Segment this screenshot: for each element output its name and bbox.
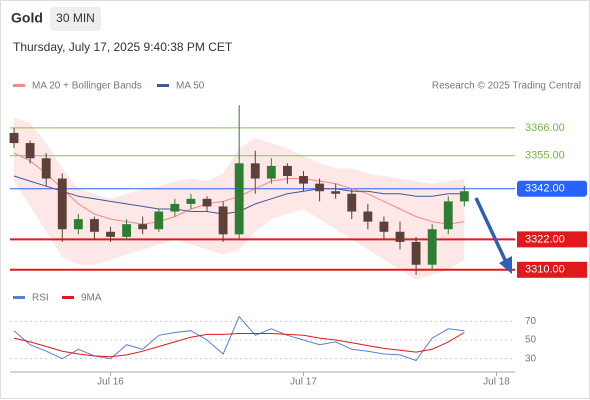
legend-label: MA 50 <box>176 81 205 92</box>
y-tick-label: 50 <box>525 335 537 346</box>
candle-body <box>427 229 437 265</box>
candle-body <box>459 191 469 202</box>
legend-label: 9MA <box>81 293 102 304</box>
candle-body <box>122 224 132 237</box>
candle-body <box>202 198 212 207</box>
level-label: 3342.00 <box>525 183 565 195</box>
legend-swatch <box>157 84 169 87</box>
candle-body <box>234 163 244 235</box>
candle-body <box>9 132 19 144</box>
source: Research © 2025 Trading Central <box>432 81 581 92</box>
candle-body <box>106 231 115 237</box>
x-tick-label: Jul 18 <box>483 377 510 388</box>
candle-body <box>57 178 67 230</box>
level-label-box <box>517 180 587 197</box>
timeframe[interactable]: 30 MIN <box>56 11 95 25</box>
legend-label: RSI <box>32 293 49 304</box>
level-label-box <box>517 261 587 278</box>
candle-body <box>379 221 389 232</box>
level-label: 3355.00 <box>525 150 565 162</box>
candle-body <box>347 193 357 212</box>
candle-body <box>331 191 341 194</box>
legend-swatch <box>13 84 25 87</box>
legend-swatch <box>62 296 74 299</box>
level-label: 3322.00 <box>525 233 565 245</box>
candle-body <box>138 224 148 230</box>
candle-body <box>266 165 276 179</box>
forecast-arrow <box>474 197 512 274</box>
candle-body <box>315 183 325 192</box>
candle-body <box>41 158 51 179</box>
x-tick-label: Jul 17 <box>290 377 317 388</box>
candle-body <box>73 219 83 230</box>
y-tick-label: 70 <box>525 316 537 327</box>
level-label: 3310.00 <box>525 264 565 276</box>
candle-body <box>90 219 99 232</box>
subtitle: Thursday, July 17, 2025 9:40:38 PM CET <box>13 40 233 54</box>
candle-body <box>363 211 373 222</box>
x-tick-label: Jul 16 <box>97 377 124 388</box>
rsi-line <box>13 332 465 358</box>
candle-body <box>283 165 292 177</box>
candle-body <box>218 206 228 235</box>
rsi-line <box>13 315 465 362</box>
candle-body <box>25 143 35 159</box>
candle-body <box>411 241 421 265</box>
candle-body <box>299 176 308 184</box>
candle-body <box>154 211 164 230</box>
candle-body <box>443 201 453 230</box>
level-label-box <box>517 231 587 248</box>
timeframe-badge[interactable] <box>50 7 101 31</box>
legend-label: MA 20 + Bollinger Bands <box>32 81 142 92</box>
candle-body <box>170 203 180 212</box>
candle-body <box>186 198 196 204</box>
candle-body <box>250 163 260 179</box>
legend-swatch <box>13 296 25 299</box>
level-label: 3366.00 <box>525 122 565 134</box>
candle-body <box>395 231 405 242</box>
chart-title: Gold <box>11 10 43 26</box>
y-tick-label: 30 <box>525 353 537 364</box>
